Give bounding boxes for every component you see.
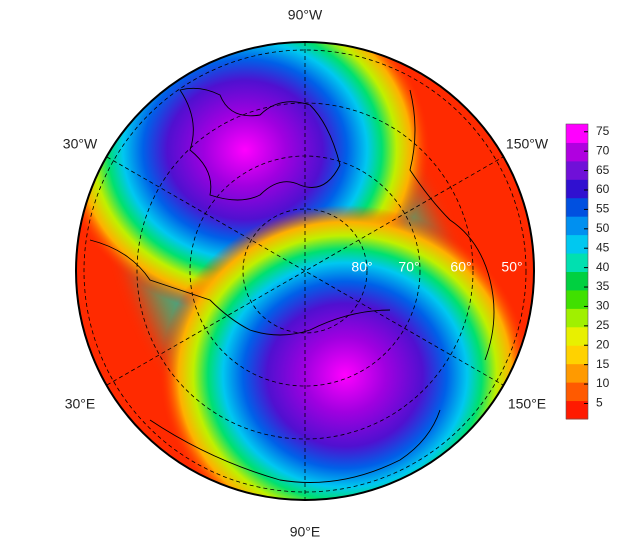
colorbar-segment xyxy=(566,271,588,291)
colorbar-frame xyxy=(565,123,589,420)
colorbar-tick-label: 20 xyxy=(596,337,610,351)
coastlines xyxy=(89,87,495,483)
latitude-label: 80° xyxy=(351,259,372,275)
colorbar-tick-label: 40 xyxy=(596,260,610,274)
latitude-labels: 80° 70° 60° 50° xyxy=(351,259,522,275)
colorbar-segment xyxy=(566,160,588,180)
colorbar-tick-label: 15 xyxy=(596,357,610,371)
colorbar-segment xyxy=(566,124,588,143)
colorbar-segment xyxy=(566,345,588,365)
colorbar-segment xyxy=(566,253,588,272)
colorbar-tick-label: 70 xyxy=(596,143,610,157)
colorbar-tick-label: 45 xyxy=(596,240,610,254)
colorbar-segment xyxy=(566,289,588,309)
colorbar-segment xyxy=(566,216,588,236)
colorbar-tick-label: 10 xyxy=(596,376,610,390)
longitude-label: 90°W xyxy=(288,7,323,23)
colorbar-segment xyxy=(566,400,588,420)
longitude-label: 150°W xyxy=(506,136,549,152)
longitude-labels: 90°W 30°W 150°W 30°E 150°E 90°E xyxy=(63,7,549,540)
graticule xyxy=(83,42,527,500)
colorbar-segment xyxy=(566,142,588,162)
colorbar-tick-label: 60 xyxy=(596,182,610,196)
colorbar-tick-label: 55 xyxy=(596,202,610,216)
longitude-label: 90°E xyxy=(290,524,321,540)
colorbar-segment xyxy=(566,179,588,199)
longitude-label: 30°W xyxy=(63,136,98,152)
longitude-label: 30°E xyxy=(65,396,96,412)
map-border xyxy=(75,41,535,501)
colorbar-tick-label: 50 xyxy=(596,221,610,235)
colorbar-segment xyxy=(566,363,588,383)
colorbar: 5 10 15 20 25 30 35 40 45 50 55 60 65 70 75 xyxy=(565,123,610,420)
colorbar-tick-label: 35 xyxy=(596,279,610,293)
colorbar-tick-label: 75 xyxy=(596,124,610,138)
colorbar-segment xyxy=(566,197,588,217)
colorbar-tick-label: 25 xyxy=(596,318,610,332)
latitude-label: 60° xyxy=(450,259,471,275)
colorbar-segment xyxy=(566,382,588,402)
latitude-label: 50° xyxy=(501,259,522,275)
latitude-label: 70° xyxy=(398,259,419,275)
colorbar-tick-label: 30 xyxy=(596,299,610,313)
colorbar-segment xyxy=(566,234,588,254)
colorbar-tick-label: 65 xyxy=(596,163,610,177)
colorbar-segment xyxy=(566,326,588,346)
colorbar-segment xyxy=(566,308,588,328)
colorbar-tick-label: 5 xyxy=(596,396,603,410)
longitude-label: 150°E xyxy=(508,396,546,412)
